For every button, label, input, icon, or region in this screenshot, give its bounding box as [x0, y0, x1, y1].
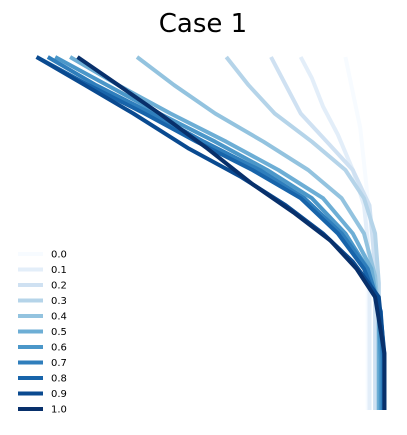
series-line-6	[54, 55, 383, 410]
legend-label-4: 0.4	[51, 312, 67, 323]
legend-label-6: 0.6	[51, 343, 67, 354]
series-line-5	[69, 55, 381, 410]
legend-label-7: 0.7	[51, 358, 67, 369]
legend-label-5: 0.5	[51, 327, 67, 338]
series-line-10	[76, 55, 387, 410]
legend-label-0: 0.0	[51, 250, 67, 261]
legend-label-8: 0.8	[51, 374, 67, 385]
chart-title: Case 1	[159, 9, 247, 39]
series-line-7	[46, 55, 385, 410]
series-line-2	[269, 56, 378, 410]
legend-label-9: 0.9	[51, 389, 67, 400]
legend: 0.0 0.1 0.2 0.3 0.4 0.5 0.6 0.7 0.8 0.9 1.0	[18, 250, 67, 416]
legend-label-3: 0.3	[51, 296, 67, 307]
legend-label-1: 0.1	[51, 265, 67, 276]
legend-label-10: 1.0	[51, 405, 67, 416]
series-line-1	[298, 56, 372, 410]
series-layer	[35, 55, 387, 410]
legend-label-2: 0.2	[51, 281, 67, 292]
